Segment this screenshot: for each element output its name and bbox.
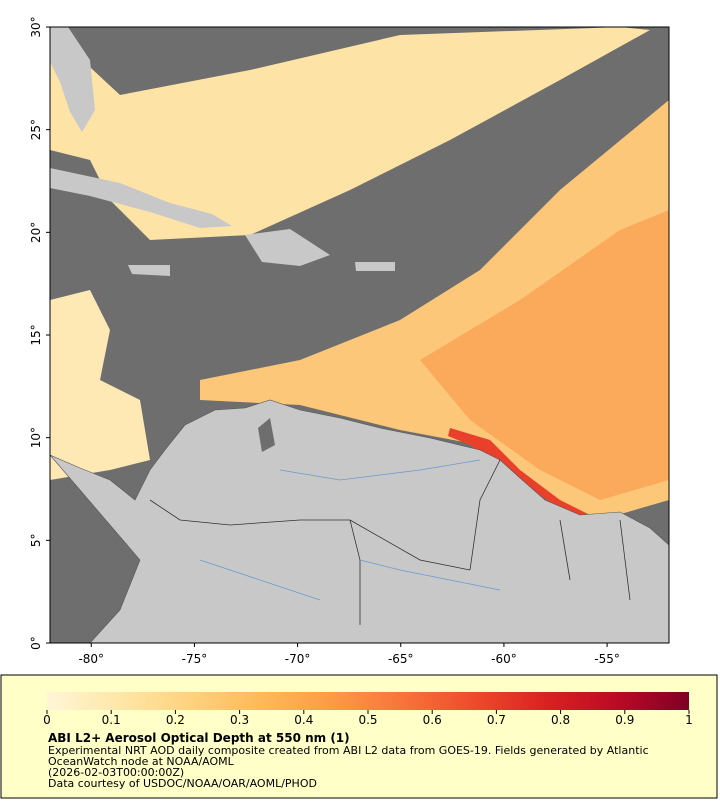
y-tick-label: 5° [29,534,43,548]
colorbar-tick-label: 0.1 [102,713,121,727]
y-tick-label: 20° [29,222,43,243]
y-tick-label: 15° [29,324,43,345]
y-tick-label: 0° [29,636,43,650]
land-hispaniola [245,229,330,266]
aerosol-coast-peak [448,428,590,520]
caption-line: Data courtesy of USDOC/NOAA/OAR/AOML/PHO… [48,777,317,790]
x-tick-label: -80° [78,652,104,666]
colorbar-tick-label: 0.7 [487,713,506,727]
colorbar-tick-label: 1 [685,713,693,727]
aerosol-north [50,27,650,240]
colorbar-tick-label: 0.9 [615,713,634,727]
aerosol-west [50,290,150,480]
colorbar [47,692,689,710]
caption-line: (2026-02-03T00:00:00Z) [48,766,184,779]
caption-line: OceanWatch node at NOAA/AOML [48,755,235,768]
colorbar-tick-label: 0.3 [230,713,249,727]
y-tick-label: 30° [29,16,43,37]
colorbar-tick-label: 0.6 [423,713,442,727]
y-tick-label: 25° [29,119,43,140]
land-south-america [50,399,669,643]
map-body [50,27,669,643]
colorbar-tick-label: 0.2 [166,713,185,727]
land-puerto-rico [355,262,395,271]
aerosol-southeast-high [420,210,669,500]
country-borders [149,459,631,625]
colorbar-tick-label: 0.8 [551,713,570,727]
x-tick-label: -65° [388,652,414,666]
x-tick-label: -75° [182,652,208,666]
colorbar-tick-label: 0.4 [294,713,313,727]
title: ABI L2+ Aerosol Optical Depth at 550 nm … [48,731,350,745]
x-tick-label: -60° [491,652,517,666]
x-tick-label: -70° [285,652,311,666]
x-tick-label: -55° [594,652,620,666]
land-lake-maracaibo [258,418,275,452]
land-jamaica [128,265,170,276]
y-tick-label: 10° [29,427,43,448]
caption-line: Experimental NRT AOD daily composite cre… [48,744,649,757]
colorbar-tick-label: 0.5 [358,713,377,727]
rivers [199,459,501,601]
land-cuba [50,168,232,228]
land-florida [50,27,95,132]
colorbar-tick-label: 0 [43,713,51,727]
